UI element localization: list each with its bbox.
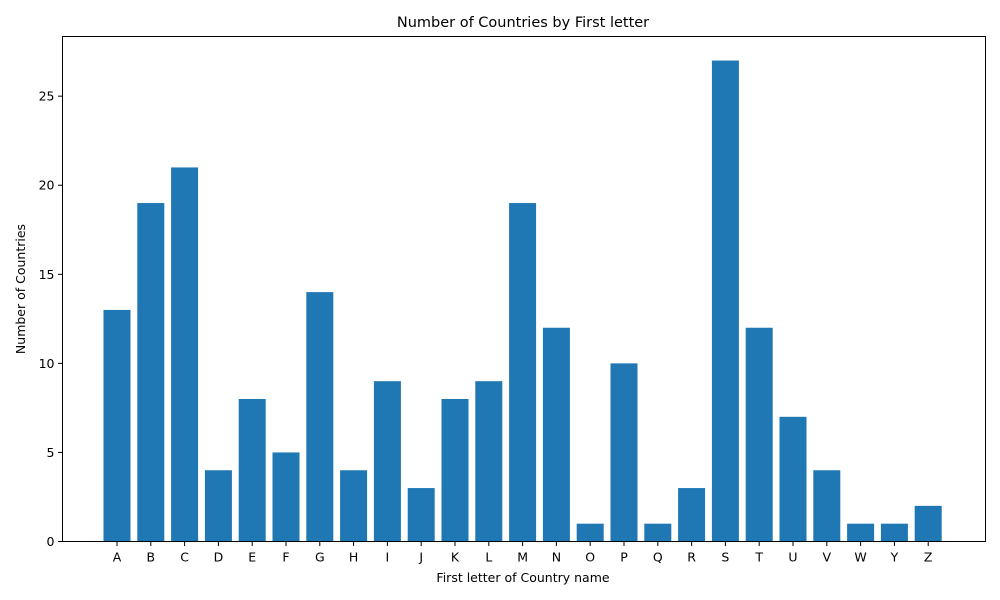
x-tick-label: U [788, 550, 797, 565]
x-tick-label: Q [653, 550, 663, 565]
y-tick-label: 10 [39, 356, 55, 371]
bar-N [542, 327, 570, 542]
x-tick-label: S [721, 550, 729, 565]
x-tick-label: A [113, 550, 122, 565]
x-tick-label: O [585, 550, 595, 565]
bar-P [610, 363, 638, 542]
x-tick-label: K [451, 550, 460, 565]
x-tick-label: J [418, 550, 423, 565]
bar-K [441, 399, 469, 542]
bar-L [475, 381, 503, 542]
bars-group [103, 60, 942, 542]
bar-U [779, 416, 807, 542]
bar-A [103, 309, 131, 542]
bar-S [711, 60, 739, 542]
x-tick-label: Y [890, 550, 899, 565]
chart-title: Number of Countries by First letter [397, 15, 649, 31]
bar-H [340, 470, 368, 542]
bar-I [373, 381, 401, 542]
plot-frame [62, 36, 986, 542]
x-tick-label: I [386, 550, 390, 565]
bar-R [678, 488, 706, 542]
bar-Z [914, 505, 942, 542]
bar-B [137, 203, 165, 542]
bar-V [813, 470, 841, 542]
bar-E [238, 399, 266, 542]
x-tick-label: G [315, 550, 325, 565]
bar-T [745, 327, 773, 542]
x-tick-label: E [248, 550, 256, 565]
x-tick-label: P [620, 550, 628, 565]
x-axis-label: First letter of Country name [436, 570, 609, 585]
x-tick-label: F [282, 550, 289, 565]
x-tick-label: C [180, 550, 189, 565]
bar-F [272, 452, 300, 542]
bar-G [306, 292, 334, 542]
x-tick-label: T [754, 550, 763, 565]
y-tick-label: 15 [39, 267, 55, 282]
x-tick-label: H [349, 550, 358, 565]
y-tick-label: 5 [47, 445, 55, 460]
y-axis-ticks: 0 5 10 15 20 25 [39, 89, 63, 549]
bar-O [576, 523, 604, 542]
bar-Y [880, 523, 908, 542]
x-tick-label: R [687, 550, 696, 565]
x-tick-label: Z [924, 550, 933, 565]
x-tick-label: B [147, 550, 156, 565]
x-tick-label: D [214, 550, 224, 565]
y-tick-label: 25 [39, 89, 55, 104]
bar-M [509, 203, 537, 542]
bar-W [847, 523, 875, 542]
x-tick-label: W [854, 550, 866, 565]
x-tick-label: L [485, 550, 492, 565]
x-tick-label: N [552, 550, 561, 565]
bar-D [204, 470, 232, 542]
x-tick-label: V [823, 550, 832, 565]
bar-J [407, 488, 435, 542]
y-tick-label: 0 [47, 534, 55, 549]
bar-C [171, 167, 199, 542]
y-axis-label: Number of Countries [13, 224, 28, 354]
bar-Q [644, 523, 672, 542]
y-tick-label: 20 [39, 178, 55, 193]
x-tick-label: M [517, 550, 528, 565]
